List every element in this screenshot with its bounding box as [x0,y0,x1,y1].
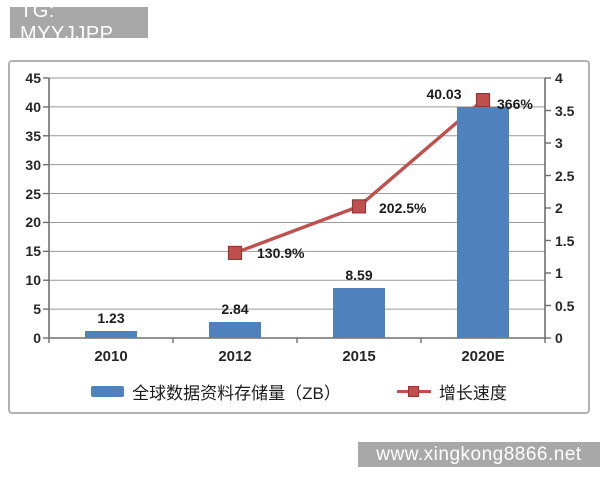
category-label-2010: 2010 [94,348,128,365]
right-axis-tick-label: 3 [555,135,563,151]
category-label-2012: 2012 [218,348,252,365]
legend-line-swatch [396,385,431,397]
right-axis-tick-label: 2.5 [555,167,575,184]
right-axis-tick-label: 0 [555,330,563,346]
line-marker-2020E [475,92,491,108]
watermark-banner-bottom-right: www.xingkong8866.net [358,442,600,467]
growth-line [234,98,485,255]
left-axis-tick-label: 30 [25,156,41,173]
left-axis-tick-label: 45 [25,70,41,86]
legend-label-growth: 增长速度 [438,383,507,403]
left-axis-tick-label: 40 [25,98,41,115]
bar-value-label-2012: 2.84 [221,300,249,317]
bar-2020E [457,106,509,338]
plot-area: 0 5 10 15 20 25 30 35 40 45 0 0.5 1 1.5 2 2.5 3 3.5 4 1.23 2… [25,70,574,365]
line-value-label-2015: 202.5% [379,200,427,217]
category-label-2015: 2015 [342,348,376,365]
left-axis-tick-label: 20 [25,214,41,231]
watermark-banner-top-left: TG: MYYJJPP [10,0,148,45]
legend-bar-swatch [91,385,125,397]
bar-value-label-2015: 8.59 [345,267,373,284]
right-axis-tick-label: 2 [555,200,563,216]
bar-value-label-2010: 1.23 [97,309,125,326]
legend-entry-growth: 增长速度 [396,379,507,404]
category-label-2020E: 2020E [461,348,505,365]
left-axis-tick-label: 5 [33,301,41,318]
bar-2012 [209,321,261,338]
left-axis-tick-label: 0 [33,330,41,346]
right-axis-tick-label: 3.5 [555,102,575,119]
bar-2015 [333,288,385,338]
chart-legend: 全球数据资料存储量（ZB） 增长速度 [8,379,590,404]
line-marker-2015 [351,199,367,214]
legend-entry-storage: 全球数据资料存储量（ZB） [91,379,341,404]
right-axis-tick-label: 4 [555,70,563,86]
right-axis-tick-label: 1.5 [555,232,575,249]
watermark-text-bottom: www.xingkong8866.net [376,443,582,465]
right-axis-tick-label: 0.5 [555,297,575,314]
watermark-text-top: TG: MYYJJPP [20,0,114,45]
bar-value-label-2020E: 40.03 [426,85,462,102]
left-axis-tick-label: 25 [25,185,41,202]
left-axis-tick-label: 10 [25,272,41,289]
legend-label-storage: 全球数据资料存储量（ZB） [132,383,341,403]
line-value-label-2012: 130.9% [257,244,305,261]
right-axis-tick-label: 1 [555,265,563,281]
left-axis-tick-label: 35 [25,127,41,144]
bar-2010 [85,330,137,338]
legend-line-marker-icon [407,385,419,397]
left-axis-tick-label: 15 [25,243,41,260]
line-marker-2012 [227,245,243,261]
line-value-label-2020E: 366% [497,96,533,113]
